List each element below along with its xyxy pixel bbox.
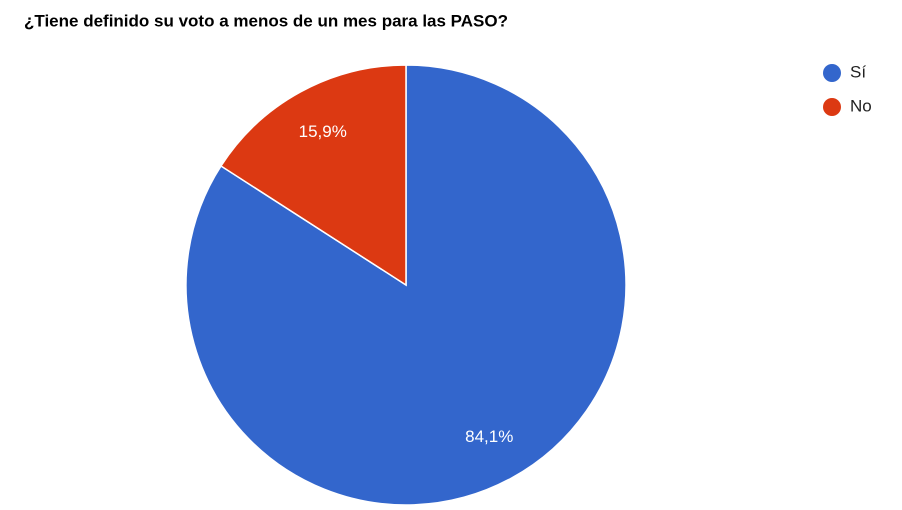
chart-title: ¿Tiene definido su voto a menos de un me… <box>24 11 508 30</box>
legend-label: Sí <box>850 62 866 81</box>
legend-marker <box>823 98 841 116</box>
legend-marker <box>823 64 841 82</box>
legend-label: No <box>850 96 872 115</box>
slice-label: 84,1% <box>465 427 513 446</box>
slice-label: 15,9% <box>299 122 347 141</box>
pie-slice <box>219 64 407 287</box>
